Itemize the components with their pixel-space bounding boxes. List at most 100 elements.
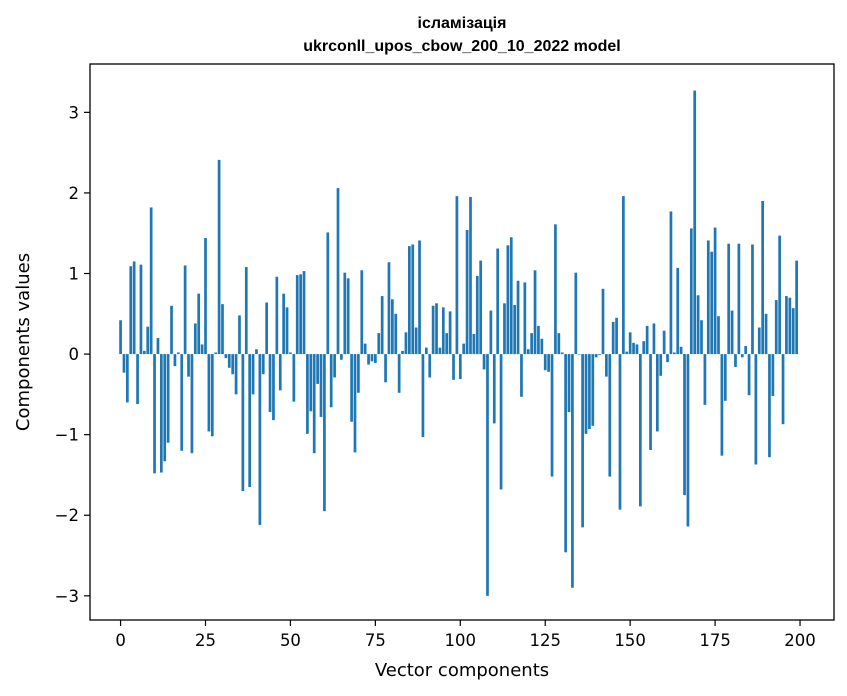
bar xyxy=(771,354,775,396)
bar xyxy=(397,354,401,393)
bar xyxy=(333,354,336,378)
bar xyxy=(683,354,686,496)
bar xyxy=(414,327,418,355)
bar xyxy=(340,354,343,360)
bar xyxy=(323,354,326,512)
bar xyxy=(251,354,255,395)
bar xyxy=(713,227,717,355)
bar xyxy=(638,354,642,507)
bar xyxy=(207,354,211,432)
bar xyxy=(377,333,381,355)
chart-title-line-2: ukrconll_upos_cbow_200_10_2022 model xyxy=(303,38,620,55)
bar xyxy=(193,323,197,355)
bar xyxy=(564,354,567,553)
bar xyxy=(584,354,588,434)
bar xyxy=(289,352,292,355)
bar xyxy=(438,347,442,355)
bar xyxy=(526,349,530,355)
bar xyxy=(210,354,214,437)
bar xyxy=(622,196,625,355)
bar xyxy=(204,238,207,355)
x-tick-label: 200 xyxy=(784,631,816,650)
bar xyxy=(435,303,438,355)
bar xyxy=(268,354,272,413)
bar xyxy=(156,337,160,355)
bar xyxy=(751,244,754,355)
bar xyxy=(275,276,279,355)
bar xyxy=(312,354,316,454)
bar xyxy=(350,354,353,422)
bar xyxy=(384,354,387,383)
bar xyxy=(642,341,646,355)
bar xyxy=(234,354,238,395)
bar xyxy=(710,251,714,355)
bar xyxy=(757,327,761,355)
bar xyxy=(418,240,421,355)
bar xyxy=(499,354,503,490)
bar xyxy=(605,354,608,377)
bar xyxy=(744,346,748,355)
bar xyxy=(574,272,578,355)
bar xyxy=(272,354,275,421)
bar xyxy=(717,316,720,355)
bar xyxy=(615,317,618,355)
bar xyxy=(441,307,445,355)
bar xyxy=(424,347,428,355)
bar xyxy=(363,343,367,355)
bar xyxy=(669,211,673,355)
bar xyxy=(231,354,235,375)
bar xyxy=(214,352,218,355)
bar xyxy=(747,354,751,396)
bar xyxy=(336,188,340,355)
bar xyxy=(686,354,690,527)
bar xyxy=(723,354,727,401)
bar xyxy=(659,354,663,376)
bar xyxy=(387,262,391,355)
bar xyxy=(302,271,306,355)
bar xyxy=(428,354,432,378)
bar xyxy=(285,307,289,355)
bar xyxy=(346,278,350,355)
y-tick-label: 0 xyxy=(69,345,80,364)
x-tick-label: 125 xyxy=(529,631,561,650)
x-axis: 0 25 50 75 100 125 150 175 200 xyxy=(115,620,816,650)
bar xyxy=(571,354,574,588)
bar xyxy=(180,354,184,451)
x-tick-label: 150 xyxy=(614,631,646,650)
bar xyxy=(401,350,404,355)
bar xyxy=(126,354,129,403)
bar xyxy=(244,267,248,355)
y-axis-label: Components values xyxy=(13,253,34,431)
bar xyxy=(560,352,564,355)
bar xyxy=(785,296,788,355)
bar xyxy=(421,354,425,438)
bar xyxy=(509,237,513,355)
bar xyxy=(241,354,245,492)
bar xyxy=(730,310,734,355)
bar xyxy=(550,354,554,477)
bar xyxy=(176,352,180,355)
bar xyxy=(217,159,221,355)
bar xyxy=(142,350,146,355)
bar xyxy=(679,346,683,355)
bar xyxy=(316,354,319,384)
bar xyxy=(577,354,581,355)
bar xyxy=(632,342,635,355)
bar xyxy=(166,354,170,443)
bar xyxy=(492,354,496,424)
bar xyxy=(557,333,561,355)
bar xyxy=(754,354,758,465)
bar xyxy=(645,325,649,355)
bar xyxy=(618,354,622,510)
bar xyxy=(255,349,258,355)
bar xyxy=(187,354,190,377)
bar xyxy=(411,244,415,355)
bar xyxy=(455,196,459,355)
bar xyxy=(374,354,377,363)
bar xyxy=(248,354,252,488)
bar xyxy=(520,354,523,397)
bar xyxy=(588,354,591,430)
bar xyxy=(591,354,595,426)
bar xyxy=(496,248,500,355)
bar xyxy=(655,354,659,432)
